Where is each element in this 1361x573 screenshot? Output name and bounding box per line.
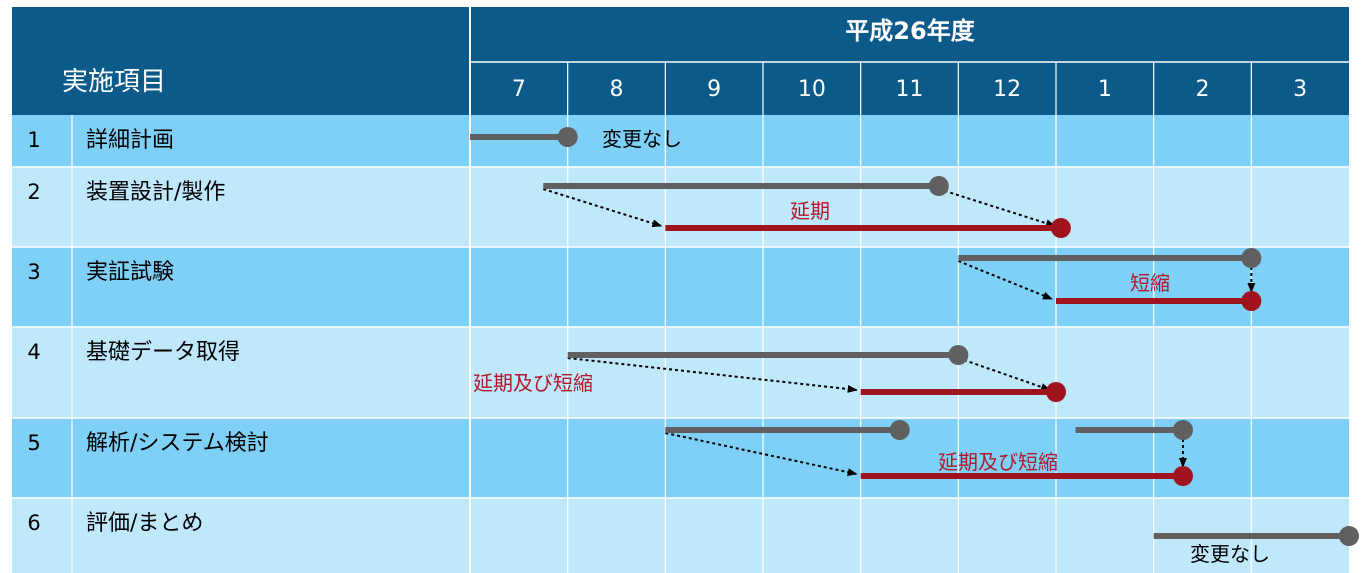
row-backgrounds (12, 115, 1349, 573)
month-label: 9 (707, 77, 721, 102)
delay-arrow (542, 188, 663, 228)
item-column-header: 実施項目 (62, 67, 166, 97)
row-item-name: 解析/システム検討 (86, 431, 269, 456)
delay-arrow (665, 432, 858, 477)
planned-end-marker (928, 176, 949, 196)
row-number: 3 (27, 260, 40, 284)
row-item-name: 詳細計画 (86, 128, 174, 153)
month-label: 8 (610, 77, 624, 102)
row-labels: 1 詳細計画 2 装置設計/製作 3 実証試験 4 基礎データ取得 5 解析/システム検討 6 評価/… (27, 128, 268, 536)
planned-end-marker (1339, 526, 1359, 546)
row-background (12, 498, 1349, 573)
actual-end-marker (1050, 218, 1071, 238)
row-background (12, 327, 1349, 418)
month-label: 7 (512, 77, 526, 102)
table-header: 実施項目 平成26年度 7 8 9 10 11 12 1 2 3 (12, 7, 1349, 115)
schedule-note-label: 延期 (790, 199, 830, 223)
schedule-row-5: 延期及び短縮 (665, 420, 1193, 486)
planned-end-marker (1241, 248, 1262, 268)
actual-end-marker (1046, 382, 1066, 402)
schedule-note-label: 変更なし (602, 127, 682, 151)
actual-end-marker (1241, 291, 1262, 311)
grid-lines (12, 7, 1349, 573)
row-background (12, 115, 1349, 167)
planned-end-marker (557, 127, 578, 147)
schedule-row-2: 延期 (542, 176, 1071, 238)
row-number: 6 (27, 511, 40, 535)
row-item-name: 評価/まとめ (86, 511, 203, 536)
delay-arrow (957, 260, 1053, 300)
row-item-name: 実証試験 (86, 260, 174, 285)
schedule-note-label: 変更なし (1190, 542, 1270, 566)
month-label: 2 (1196, 77, 1210, 102)
month-label: 11 (896, 77, 924, 102)
schedule-note-label: 短縮 (1130, 271, 1170, 295)
schedule-row-3: 短縮 (957, 248, 1262, 311)
planned-end-marker (948, 345, 969, 365)
row-background (12, 167, 1349, 247)
schedule-row-6: 変更なし (1153, 526, 1359, 566)
row-number: 4 (27, 340, 40, 364)
row-number: 2 (27, 180, 40, 204)
row-item-name: 基礎データ取得 (86, 340, 240, 365)
row-number: 5 (27, 431, 40, 455)
delay-arrow (567, 357, 858, 393)
planned-end-marker (889, 420, 910, 440)
schedule-note-label: 延期及び短縮 (473, 371, 593, 395)
schedule-note-label: 延期及び短縮 (938, 450, 1058, 474)
row-item-name: 装置設計/製作 (86, 180, 225, 205)
fiscal-year-label: 平成26年度 (845, 17, 975, 45)
month-label: 12 (993, 77, 1021, 102)
delay-arrow (958, 357, 1051, 391)
month-label: 10 (798, 77, 826, 102)
schedule-row-1: 変更なし (470, 127, 682, 151)
month-label: 1 (1098, 77, 1112, 102)
schedule-row-4: 延期及び短縮 (473, 345, 1066, 402)
delay-arrow (938, 188, 1056, 228)
header-background (12, 7, 1349, 115)
actual-end-marker (1172, 466, 1193, 486)
month-label: 3 (1293, 77, 1307, 102)
planned-end-marker (1172, 420, 1193, 440)
row-number: 1 (27, 128, 40, 152)
